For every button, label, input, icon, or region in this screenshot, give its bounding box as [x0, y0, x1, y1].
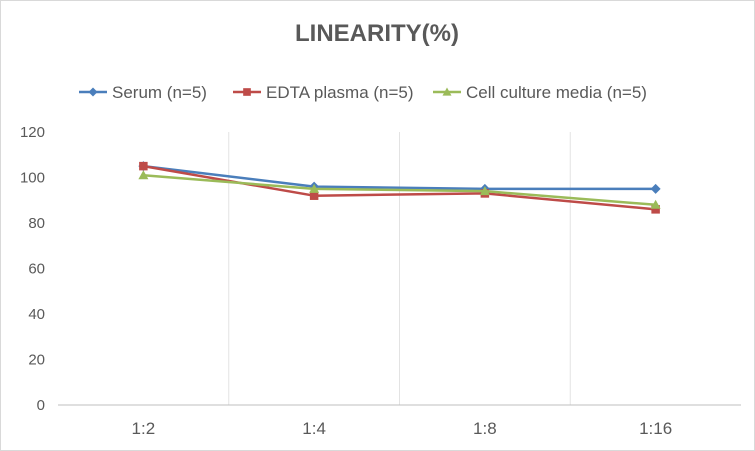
y-tick-label: 20: [28, 352, 45, 369]
legend-label-1: Serum (n=5): [112, 83, 207, 102]
triangle-marker: [138, 170, 149, 180]
x-tick-label: 1:16: [639, 419, 672, 438]
y-tick-label: 80: [28, 215, 45, 232]
y-tick-label: 40: [28, 306, 45, 323]
triangle-marker: [442, 87, 452, 96]
series-line-3: [143, 173, 656, 207]
chart-title: LINEARITY(%): [295, 20, 459, 47]
x-tick-label: 1:4: [302, 419, 326, 438]
square-marker: [243, 88, 251, 96]
square-marker: [309, 191, 319, 200]
x-tick-label: 1:2: [132, 419, 156, 438]
diamond-marker: [88, 87, 98, 97]
diamond-marker: [650, 183, 661, 194]
y-tick-label: 100: [20, 170, 45, 187]
chart-legend: Serum (n=5) EDTA plasma (n=5) Cell culture…: [79, 83, 647, 102]
square-marker: [139, 161, 148, 171]
triangle-marker: [309, 183, 320, 193]
x-tick-label: 1:8: [473, 419, 497, 438]
legend-label-3: Cell culture media (n=5): [466, 83, 647, 102]
triangle-marker: [650, 199, 661, 209]
legend-label-2: EDTA plasma (n=5): [266, 83, 414, 102]
y-tick-label: 0: [37, 397, 45, 414]
triangle-marker: [479, 186, 490, 196]
y-tick-label: 60: [28, 261, 45, 278]
y-tick-label: 120: [20, 124, 45, 141]
series-line-1: [143, 164, 656, 191]
plot-area: 0 20 40 60 80 100 120 1:2 1:4 1:8 1:16: [20, 124, 741, 438]
square-marker: [651, 205, 660, 214]
